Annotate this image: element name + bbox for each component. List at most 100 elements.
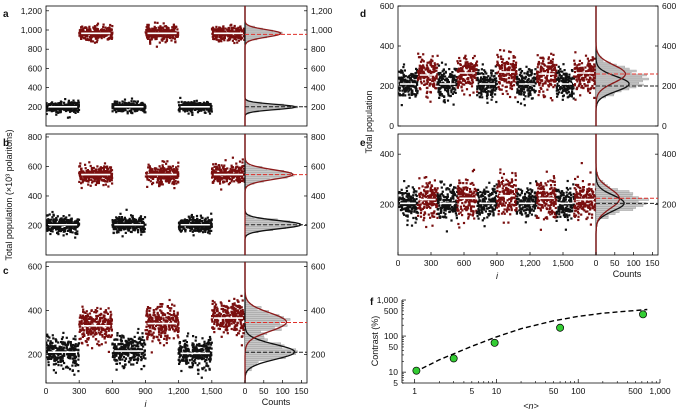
data-point bbox=[48, 104, 51, 107]
data-point bbox=[115, 345, 118, 348]
data-point bbox=[186, 109, 189, 112]
data-point bbox=[237, 181, 240, 184]
data-point bbox=[54, 344, 57, 347]
data-point bbox=[123, 359, 127, 362]
data-point bbox=[213, 315, 216, 318]
data-point bbox=[85, 33, 88, 37]
data-point bbox=[154, 27, 157, 30]
data-point bbox=[149, 314, 152, 317]
data-point bbox=[232, 328, 235, 331]
data-point bbox=[147, 163, 150, 166]
data-point bbox=[218, 30, 221, 33]
data-point bbox=[53, 218, 56, 221]
data-point bbox=[143, 353, 146, 356]
data-point bbox=[73, 355, 76, 358]
data-point bbox=[149, 175, 152, 178]
y-tick-label-right: 400 bbox=[311, 191, 325, 201]
data-point bbox=[218, 166, 221, 169]
data-point bbox=[130, 97, 134, 100]
data-point bbox=[177, 336, 180, 339]
data-point bbox=[192, 217, 195, 220]
data-point bbox=[178, 110, 181, 113]
data-point bbox=[241, 309, 244, 312]
data-point bbox=[153, 320, 156, 323]
data-point bbox=[134, 344, 138, 347]
data-point bbox=[187, 332, 190, 335]
data-point bbox=[144, 357, 147, 360]
data-point bbox=[109, 178, 112, 181]
data-point bbox=[229, 167, 232, 170]
data-point bbox=[158, 305, 162, 308]
data-point bbox=[226, 332, 229, 335]
data-point bbox=[60, 228, 63, 231]
data-point bbox=[87, 333, 90, 336]
data-point bbox=[195, 354, 198, 357]
data-point bbox=[214, 34, 217, 37]
data-point bbox=[69, 222, 72, 225]
data-point bbox=[177, 327, 180, 330]
data-point bbox=[161, 164, 164, 167]
data-point bbox=[162, 344, 166, 347]
data-point bbox=[46, 106, 49, 109]
data-point bbox=[114, 353, 117, 356]
data-point bbox=[62, 367, 65, 370]
data-point bbox=[130, 109, 133, 112]
data-point bbox=[96, 39, 99, 42]
data-point bbox=[212, 35, 215, 38]
data-point bbox=[190, 213, 193, 217]
data-point bbox=[69, 357, 72, 360]
data-point bbox=[83, 177, 86, 180]
data-point bbox=[205, 359, 208, 362]
data-point bbox=[131, 344, 134, 348]
data-point bbox=[236, 299, 239, 302]
data-point bbox=[151, 170, 154, 173]
data-point bbox=[164, 175, 167, 178]
data-point bbox=[243, 27, 245, 30]
data-point bbox=[135, 103, 138, 106]
data-point bbox=[184, 221, 188, 224]
data-point bbox=[222, 167, 225, 170]
data-point bbox=[177, 330, 180, 333]
data-point bbox=[46, 344, 49, 347]
data-point bbox=[46, 223, 48, 226]
data-point bbox=[102, 175, 106, 178]
data-point bbox=[200, 353, 203, 356]
data-point bbox=[65, 218, 68, 222]
data-point bbox=[88, 25, 91, 28]
data-point bbox=[112, 354, 115, 357]
data-point bbox=[168, 307, 171, 310]
data-point bbox=[229, 37, 232, 40]
data-point bbox=[108, 26, 111, 29]
data-point bbox=[144, 343, 147, 346]
data-point bbox=[176, 173, 179, 176]
data-point bbox=[116, 359, 119, 362]
data-point bbox=[72, 104, 75, 107]
data-point bbox=[229, 30, 233, 33]
data-point bbox=[123, 98, 127, 101]
data-point bbox=[210, 108, 213, 111]
data-point bbox=[195, 108, 198, 111]
data-point bbox=[174, 25, 177, 28]
data-point bbox=[74, 364, 77, 367]
data-point bbox=[216, 166, 219, 169]
data-point bbox=[75, 222, 78, 225]
data-point bbox=[104, 329, 107, 332]
data-point bbox=[220, 30, 223, 33]
data-point bbox=[109, 169, 112, 172]
data-point bbox=[215, 30, 218, 33]
data-point bbox=[230, 171, 233, 174]
data-point bbox=[134, 358, 138, 361]
data-point bbox=[215, 35, 218, 38]
data-point bbox=[73, 344, 76, 347]
data-point bbox=[217, 327, 220, 330]
data-point bbox=[222, 165, 225, 168]
data-point bbox=[242, 313, 245, 316]
data-point bbox=[86, 37, 89, 40]
data-point bbox=[143, 364, 146, 368]
data-point bbox=[162, 170, 165, 173]
data-point bbox=[206, 224, 209, 227]
data-point bbox=[240, 306, 243, 309]
data-point bbox=[74, 236, 77, 239]
data-point bbox=[147, 319, 150, 322]
data-point bbox=[220, 324, 223, 327]
